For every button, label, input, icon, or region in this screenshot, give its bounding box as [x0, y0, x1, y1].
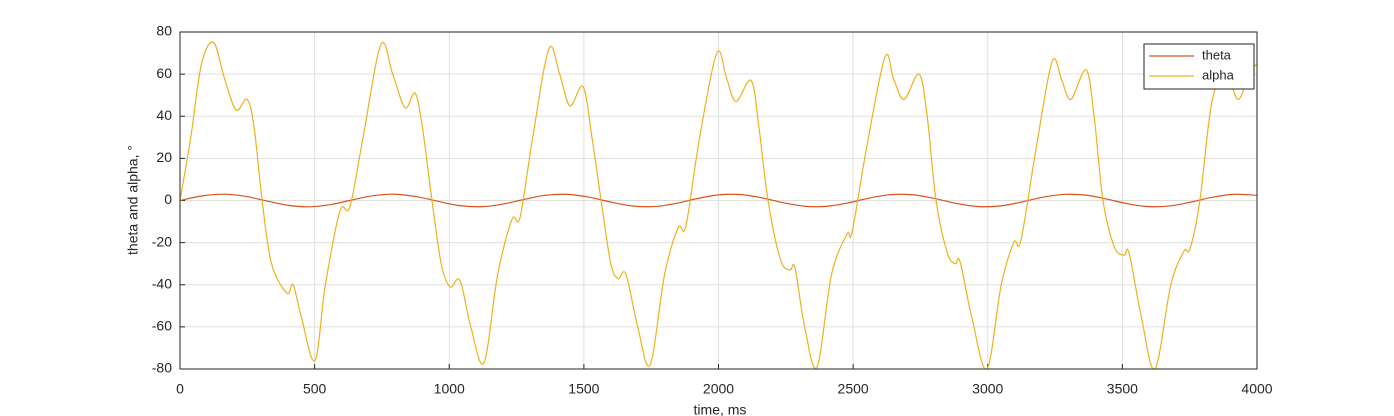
- legend-label: alpha: [1202, 67, 1235, 82]
- series-line: [180, 193, 1257, 208]
- y-tick-label: 60: [156, 65, 172, 81]
- legend-box: [1143, 43, 1255, 90]
- x-tick-label: 3500: [1107, 381, 1138, 397]
- x-tick-label: 3000: [972, 381, 1003, 397]
- x-tick-label: 1500: [568, 381, 599, 397]
- y-tick-label: -60: [152, 318, 172, 334]
- y-tick-label: -20: [152, 233, 172, 249]
- axes-box: [179, 31, 1258, 370]
- x-tick-label: 1000: [434, 381, 465, 397]
- x-axis-label: time, ms: [694, 402, 747, 416]
- x-tick-label: 2500: [838, 381, 869, 397]
- y-tick-label: -40: [152, 275, 172, 291]
- y-tick-label: 40: [156, 107, 172, 123]
- x-tick-label: 0: [176, 381, 184, 397]
- x-tick-label: 2000: [703, 381, 734, 397]
- y-tick-label: 20: [156, 149, 172, 165]
- series-line: [180, 41, 1257, 369]
- y-tick-label: -80: [152, 360, 172, 376]
- x-tick-label: 500: [303, 381, 327, 397]
- y-tick-label: 0: [164, 191, 172, 207]
- x-tick-label: 4000: [1241, 381, 1272, 397]
- legend-label: theta: [1202, 47, 1232, 62]
- y-axis-label: theta and alpha, °: [125, 145, 141, 255]
- y-tick-label: 80: [156, 23, 172, 39]
